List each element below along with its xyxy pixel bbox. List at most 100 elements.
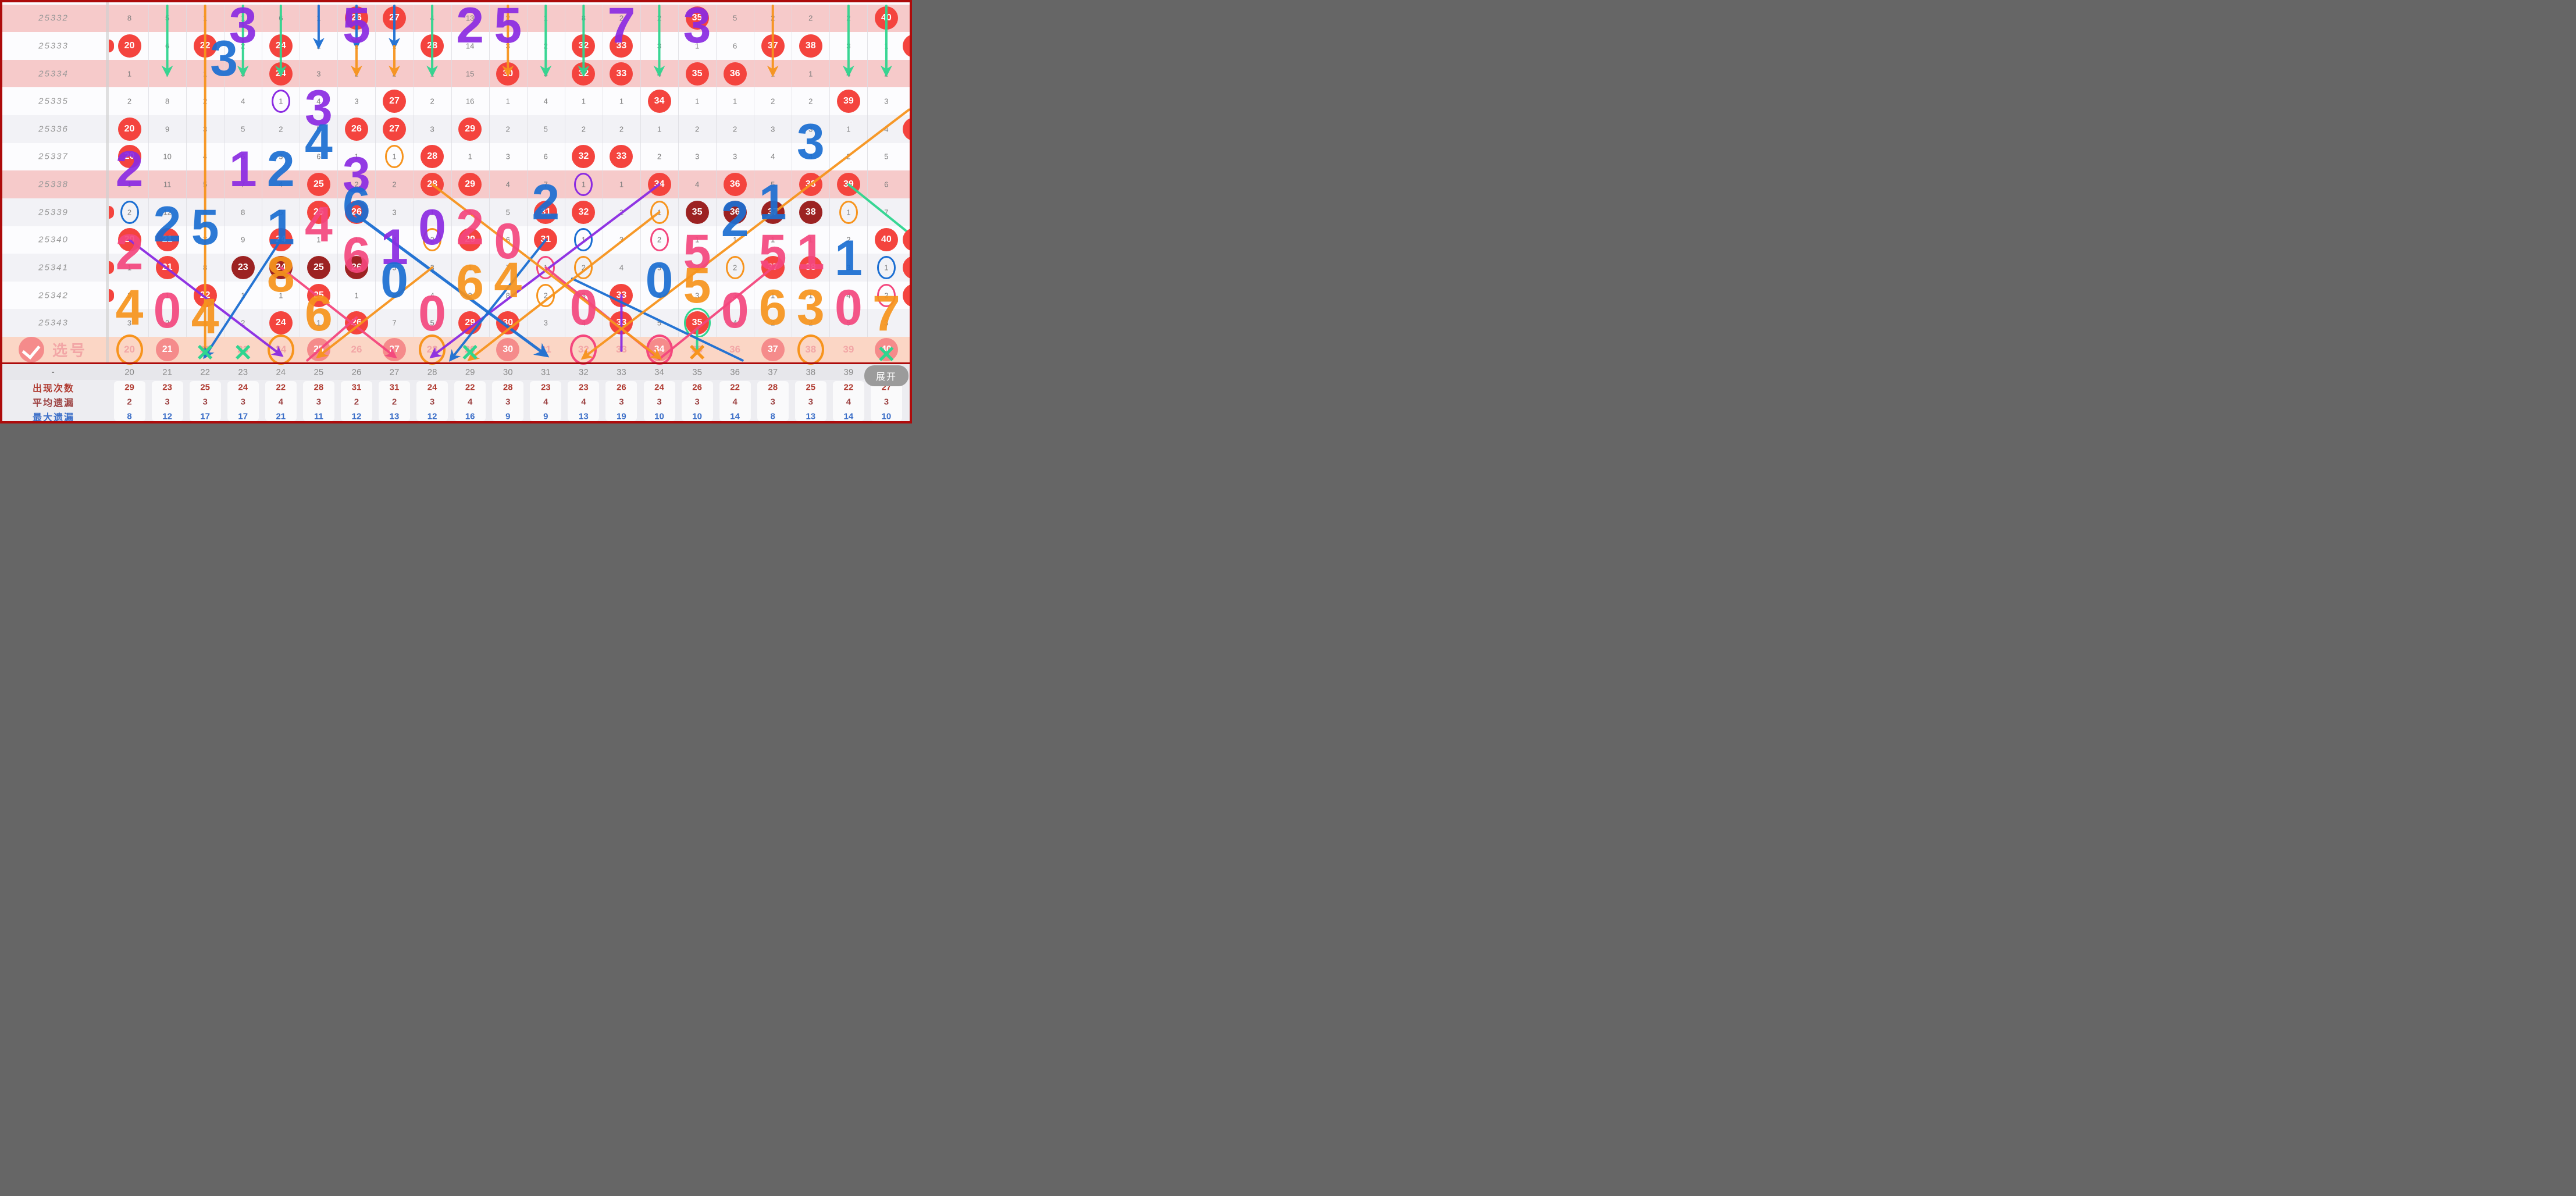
column-header-row: - 20 21 22 23 24 25 26 27 28 29 30 31 32 33 34 35 36 37 38… bbox=[2, 364, 910, 380]
selection-number[interactable]: 29 bbox=[464, 344, 476, 355]
miss-count: 3 bbox=[392, 208, 397, 217]
drawn-ball: 30 bbox=[496, 311, 520, 335]
stat-value: 3 bbox=[694, 397, 700, 407]
miss-count: 2 bbox=[127, 97, 132, 106]
column-separator bbox=[678, 281, 679, 309]
selection-ball[interactable]: 37 bbox=[761, 338, 785, 362]
column-separator bbox=[867, 4, 868, 33]
selection-number[interactable]: 31 bbox=[540, 344, 551, 355]
selection-number[interactable]: 36 bbox=[729, 344, 741, 355]
miss-count: 2 bbox=[241, 41, 245, 51]
selection-ball[interactable]: 40 bbox=[874, 338, 898, 362]
selection-ball[interactable]: 30 bbox=[496, 338, 520, 362]
stat-column-card bbox=[379, 381, 411, 421]
miss-count: 2 bbox=[619, 124, 624, 134]
drawn-ball: 33 bbox=[610, 34, 633, 58]
stat-column-card bbox=[719, 381, 751, 421]
draw-id: 25337 bbox=[38, 151, 69, 162]
check-icon[interactable] bbox=[19, 337, 44, 363]
stat-column-card bbox=[832, 381, 864, 421]
draw-row: 25337 20 10 4 6 3 6 1 1 28 1 3 6 32 33 2 3 3 4 4 2 5 bbox=[2, 143, 910, 171]
stat-column-card bbox=[492, 381, 524, 421]
drawn-ball: 32 bbox=[572, 34, 596, 58]
expand-button[interactable]: 展开 bbox=[864, 365, 908, 387]
drawn-ball: 39 bbox=[836, 90, 860, 113]
column-separator bbox=[526, 143, 528, 171]
column-separator bbox=[716, 170, 717, 198]
stat-value: 23 bbox=[162, 382, 172, 393]
selection-number[interactable]: 39 bbox=[843, 344, 854, 355]
miss-count: 1 bbox=[316, 318, 321, 328]
drawn-ball: 32 bbox=[572, 200, 596, 224]
draw-row: 25332 8 5 1 1 6 1 26 27 4 13 2 1 8 2 2 35 5 2 2 2 40 bbox=[2, 4, 910, 33]
selection-number[interactable]: 26 bbox=[351, 344, 362, 355]
stat-value: 10 bbox=[654, 411, 664, 421]
miss-count: 1 bbox=[846, 124, 851, 134]
stat-value: 3 bbox=[505, 397, 511, 407]
miss-count: 2 bbox=[392, 180, 397, 189]
selection-ball[interactable]: 21 bbox=[155, 338, 179, 362]
miss-count: 4 bbox=[505, 180, 510, 189]
miss-count: 2 bbox=[505, 13, 510, 23]
column-separator bbox=[829, 281, 831, 309]
draw-row: 25334 1 7 1 3 24 3 2 2 1 15 30 3 32 33 4 35 36 1 1 4 2 bbox=[2, 59, 910, 88]
column-separator bbox=[186, 226, 187, 254]
stat-column-card bbox=[605, 381, 637, 421]
column-separator bbox=[678, 4, 679, 33]
selection-number[interactable]: 23 bbox=[237, 344, 249, 355]
drawn-ball: 29 bbox=[458, 228, 482, 252]
miss-count: 3 bbox=[694, 291, 700, 300]
column-separator bbox=[148, 198, 149, 226]
miss-count: 7 bbox=[392, 318, 397, 328]
column-separator bbox=[375, 4, 376, 33]
stat-value: 10 bbox=[881, 411, 892, 421]
stat-value: 23 bbox=[579, 382, 589, 393]
stat-value: 3 bbox=[165, 397, 170, 407]
drawn-ball: 27 bbox=[383, 117, 407, 141]
miss-count: 2 bbox=[354, 69, 359, 79]
mark-ring bbox=[725, 255, 744, 279]
miss-count: 4 bbox=[771, 152, 775, 161]
miss-count: 4 bbox=[884, 124, 889, 134]
miss-count: 4 bbox=[543, 97, 548, 106]
stat-value: 21 bbox=[276, 411, 286, 421]
selection-number[interactable]: 35 bbox=[692, 344, 703, 355]
miss-count: 1 bbox=[165, 291, 170, 300]
column-separator bbox=[337, 143, 339, 171]
miss-count: 1 bbox=[771, 69, 775, 79]
column-separator bbox=[678, 198, 679, 226]
miss-count: 4 bbox=[392, 235, 397, 244]
column-separator bbox=[186, 254, 187, 282]
drawn-ball-dark: 36 bbox=[723, 200, 747, 224]
miss-count: 8 bbox=[241, 208, 245, 217]
column-separator bbox=[489, 309, 490, 337]
miss-count: 7 bbox=[884, 208, 889, 217]
stat-column-card bbox=[227, 381, 259, 421]
column-separator bbox=[451, 254, 452, 282]
draw-id: 25336 bbox=[38, 124, 69, 134]
column-header: 29 bbox=[465, 367, 475, 378]
selection-ball[interactable]: 27 bbox=[383, 338, 407, 362]
selection-number[interactable]: 33 bbox=[615, 344, 627, 355]
cut-ball-left bbox=[109, 205, 114, 219]
drawn-ball: 27 bbox=[383, 6, 407, 30]
drawn-ball: 31 bbox=[534, 200, 558, 224]
stat-column-card bbox=[870, 381, 902, 421]
column-header: 30 bbox=[503, 367, 513, 378]
column-separator bbox=[148, 254, 149, 282]
column-header: 33 bbox=[617, 367, 626, 378]
selection-row: 选号 20 21 22 23 24 25 26 27 28 29 30 31 32 33 34 35 36 37 3… bbox=[2, 334, 910, 365]
stat-column-card bbox=[265, 381, 297, 421]
draw-id: 25333 bbox=[38, 41, 69, 51]
miss-count: 1 bbox=[581, 97, 586, 106]
draw-id: 25342 bbox=[38, 290, 69, 301]
column-separator bbox=[867, 115, 868, 143]
selection-number[interactable]: 22 bbox=[199, 344, 211, 355]
drawn-ball-dark: 37 bbox=[761, 200, 785, 224]
selection-ball[interactable]: 25 bbox=[307, 338, 330, 362]
miss-count: 8 bbox=[505, 291, 510, 300]
miss-count: 2 bbox=[619, 13, 624, 23]
column-separator bbox=[224, 254, 225, 282]
column-header: 35 bbox=[692, 367, 702, 378]
miss-count: 4 bbox=[430, 291, 434, 300]
